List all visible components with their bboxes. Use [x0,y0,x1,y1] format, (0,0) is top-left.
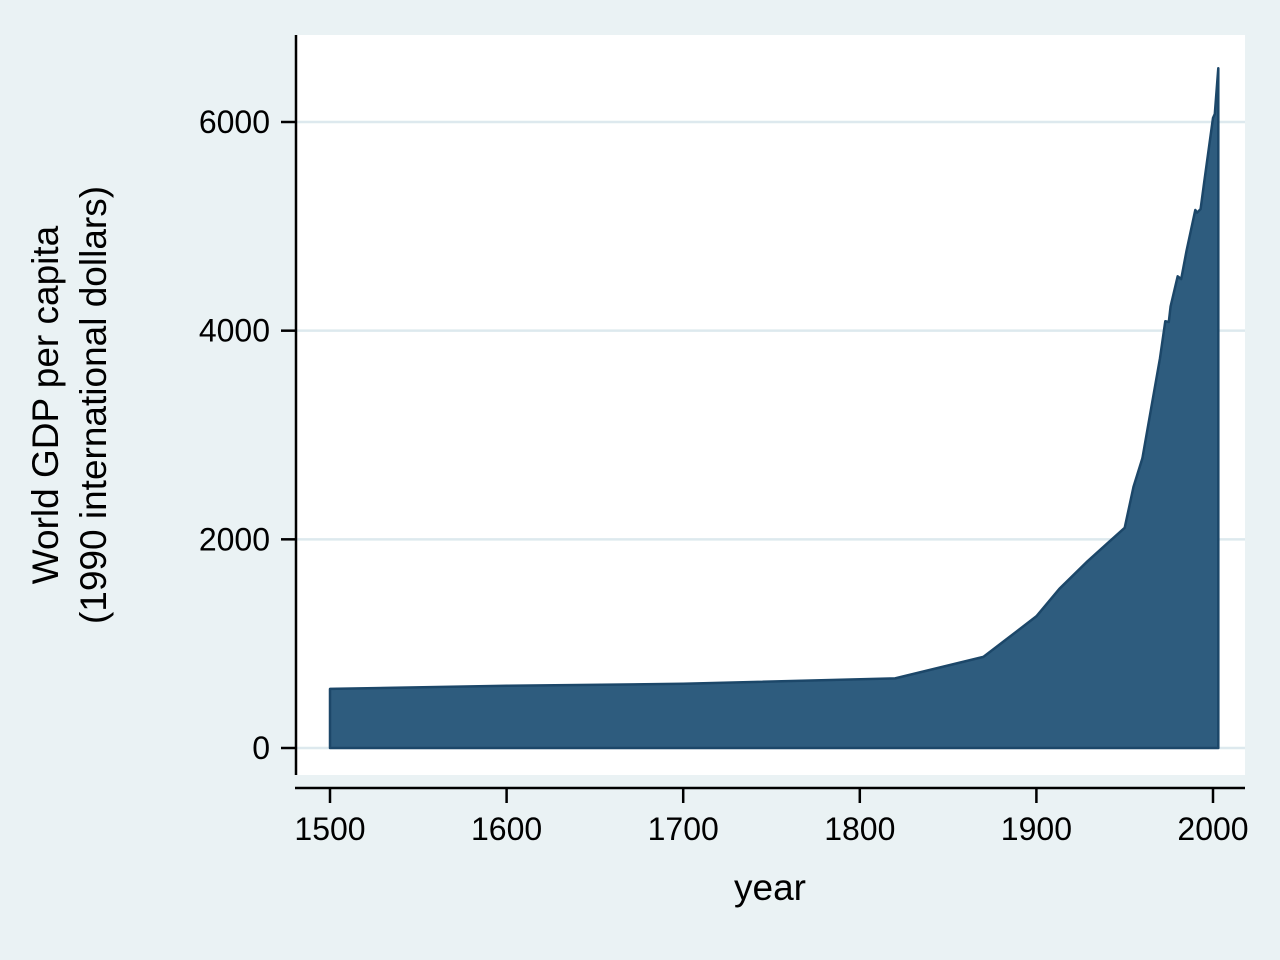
x-axis-title: year [734,867,806,908]
tick-labels: 1500 1600 1700 1800 1900 2000 0 2000 4000 6000 [199,104,1249,847]
gdp-area-polygon [328,66,1220,750]
x-tick-label-1900: 1900 [1001,811,1072,847]
x-tick-label-2000: 2000 [1177,811,1248,847]
y-tick-label-6000: 6000 [199,104,270,140]
gdp-area-series [328,66,1220,750]
y-tick-label-2000: 2000 [199,521,270,557]
y-axis-title-line1: World GDP per capita [25,225,66,584]
x-tick-label-1500: 1500 [294,811,365,847]
x-tick-label-1800: 1800 [824,811,895,847]
y-tick-label-0: 0 [252,730,270,766]
x-tick-label-1600: 1600 [471,811,542,847]
y-tick-label-4000: 4000 [199,313,270,349]
axes [294,35,1245,790]
tick-marks [281,120,1215,803]
y-axis-title-line2: (1990 international dollars) [73,186,114,624]
x-tick-label-1700: 1700 [648,811,719,847]
